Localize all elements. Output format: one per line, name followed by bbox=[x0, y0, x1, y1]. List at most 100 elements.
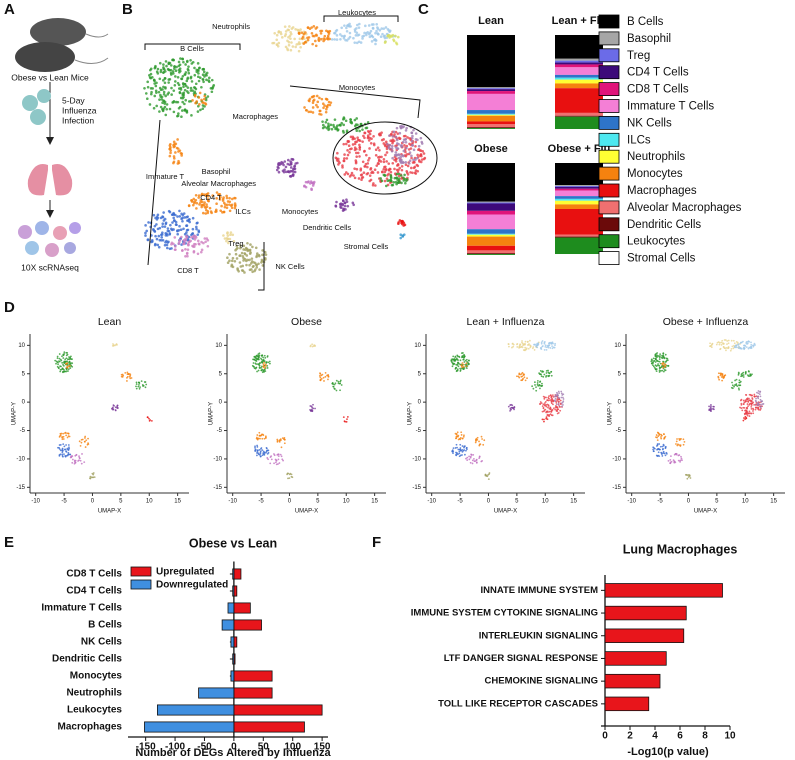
cell-dot bbox=[172, 89, 176, 92]
y-axis-label: UMAP-Y bbox=[209, 402, 215, 425]
cell-dot bbox=[116, 343, 118, 346]
x-axis-label: UMAP-X bbox=[494, 509, 517, 515]
cell-dot bbox=[747, 347, 750, 350]
cell-dot bbox=[313, 344, 316, 346]
cell-dot bbox=[355, 41, 359, 45]
cell-dot bbox=[158, 238, 162, 242]
cell-dot bbox=[747, 370, 750, 372]
cell-dot bbox=[463, 353, 466, 356]
cell-dot bbox=[163, 243, 167, 247]
bracket bbox=[147, 119, 265, 291]
cell bbox=[35, 221, 49, 235]
cell-dot bbox=[231, 233, 235, 237]
bar-segment bbox=[555, 209, 603, 235]
cell-dot bbox=[688, 474, 691, 477]
cluster-label: CD4 T bbox=[200, 193, 222, 202]
cell-dot bbox=[507, 405, 510, 408]
cell-dot bbox=[325, 107, 328, 111]
cell-dot bbox=[335, 34, 339, 37]
cell-dot bbox=[472, 453, 475, 456]
bar bbox=[232, 585, 235, 597]
bar-segment bbox=[555, 254, 603, 255]
cell-dot bbox=[330, 38, 334, 41]
cell-dot bbox=[746, 406, 749, 409]
cell-dot bbox=[311, 106, 315, 109]
cell-dot bbox=[752, 344, 755, 347]
cell-dot bbox=[656, 448, 658, 451]
cell-dot bbox=[254, 246, 258, 250]
cell-dot bbox=[261, 253, 264, 257]
cell-dot bbox=[180, 154, 183, 157]
cell-dot bbox=[521, 340, 523, 342]
cell-dot bbox=[740, 347, 743, 350]
x-tick-label: 15 bbox=[371, 499, 378, 505]
cell-dot bbox=[679, 444, 682, 447]
cell-dot bbox=[264, 363, 267, 366]
cell-dot bbox=[252, 362, 255, 364]
bar bbox=[157, 704, 235, 716]
cell-dot bbox=[387, 169, 391, 172]
cell-dot bbox=[315, 34, 319, 37]
cell-dot bbox=[207, 79, 210, 82]
cell-dot bbox=[742, 374, 745, 376]
cell-dot bbox=[353, 118, 357, 122]
cell-dot bbox=[741, 409, 744, 412]
cell-dot bbox=[254, 268, 257, 271]
x-axis-label: UMAP-X bbox=[98, 509, 121, 515]
cell-dot bbox=[656, 439, 659, 442]
cell-dot bbox=[344, 208, 347, 211]
cell-dot bbox=[345, 420, 348, 423]
bar-segment bbox=[467, 254, 515, 255]
cell-dot bbox=[554, 400, 557, 403]
y-tick-label: Dendritic Cells bbox=[52, 654, 122, 665]
cell-dot bbox=[156, 72, 160, 75]
cell-dot bbox=[321, 120, 324, 123]
cell-dot bbox=[78, 456, 81, 459]
cell-dot bbox=[680, 438, 682, 440]
cell-dot bbox=[225, 239, 228, 243]
legend-swatch bbox=[598, 48, 620, 63]
cell-dot bbox=[196, 110, 200, 113]
cell-dot bbox=[482, 443, 485, 446]
cell-dot bbox=[540, 375, 543, 378]
cell-dot bbox=[64, 455, 67, 457]
cell-dot bbox=[664, 369, 667, 372]
cell-dot bbox=[399, 159, 402, 162]
cell-dot bbox=[750, 343, 753, 346]
cell-dot bbox=[735, 346, 738, 349]
cluster-label: ILCs bbox=[235, 207, 251, 216]
cell-dot bbox=[190, 80, 194, 83]
cell-dot bbox=[309, 405, 312, 407]
cell-dot bbox=[748, 410, 751, 413]
cell-dot bbox=[225, 206, 229, 210]
cell-dot bbox=[354, 159, 358, 162]
cell-dot bbox=[392, 130, 396, 134]
cell-dot bbox=[288, 477, 291, 480]
cell-dot bbox=[284, 170, 288, 174]
cell-dot bbox=[204, 73, 208, 76]
cell-dot bbox=[411, 144, 414, 147]
cell-dot bbox=[485, 474, 488, 477]
cell-dot bbox=[358, 129, 361, 133]
cell-dot bbox=[257, 353, 260, 355]
cell-dot bbox=[754, 408, 757, 411]
cell-dot bbox=[727, 339, 730, 342]
cell-dot bbox=[708, 405, 710, 408]
cell-dot bbox=[351, 135, 355, 139]
cell-dot bbox=[662, 362, 665, 365]
bar-segment bbox=[555, 186, 603, 187]
cell-dot bbox=[670, 455, 672, 458]
cell-dot bbox=[542, 407, 545, 410]
cell-dot bbox=[358, 22, 361, 26]
cell-dot bbox=[186, 228, 190, 232]
cell bbox=[45, 243, 59, 257]
cell-dot bbox=[150, 238, 154, 242]
cell-dot bbox=[732, 347, 735, 350]
cell-dot bbox=[135, 387, 138, 390]
cell-dot bbox=[342, 142, 346, 146]
cell-dot bbox=[685, 473, 687, 476]
cell-dot bbox=[154, 84, 158, 88]
cell-dot bbox=[283, 25, 287, 28]
cell-dot bbox=[524, 342, 526, 345]
cell-dot bbox=[526, 377, 528, 380]
